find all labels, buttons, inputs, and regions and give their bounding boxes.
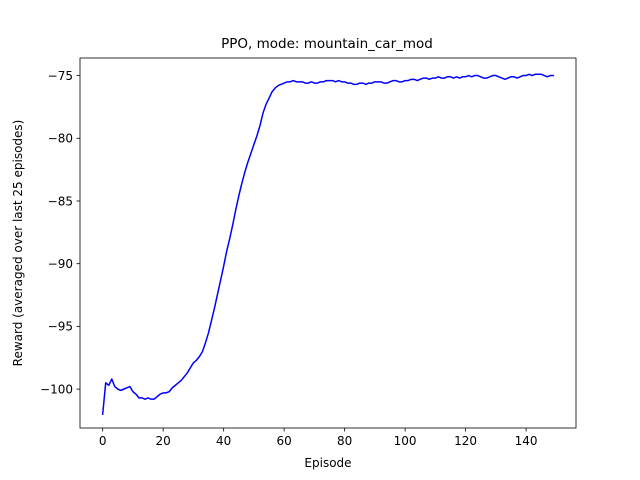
x-tick-label: 60	[277, 434, 292, 448]
x-axis-label: Episode	[304, 456, 351, 470]
x-tick-label: 0	[99, 434, 107, 448]
y-tick-label: −100	[40, 382, 73, 396]
chart-title: PPO, mode: mountain_car_mod	[221, 36, 433, 52]
reward-series-line	[101, 73, 555, 416]
y-tick-label: −85	[48, 194, 73, 208]
x-tick-label: 140	[515, 434, 538, 448]
x-tick-label: 20	[156, 434, 171, 448]
y-tick-label: −95	[48, 320, 73, 334]
axes-frame	[79, 57, 577, 429]
y-axis-label: Reward (averaged over last 25 episodes)	[11, 120, 25, 367]
y-tick-label: −90	[48, 257, 73, 271]
x-tick-label: 80	[337, 434, 352, 448]
x-tick-label: 40	[216, 434, 231, 448]
y-tick-label: −75	[48, 69, 73, 83]
x-tick-label: 120	[454, 434, 477, 448]
x-tick-label: 100	[394, 434, 417, 448]
y-tick-label: −80	[48, 132, 73, 146]
plot-area	[101, 73, 555, 416]
x-axis: 0 20 40 60 80 100 120 140	[99, 428, 538, 448]
y-axis: −100 −95 −90 −85 −80 −75	[40, 69, 80, 396]
